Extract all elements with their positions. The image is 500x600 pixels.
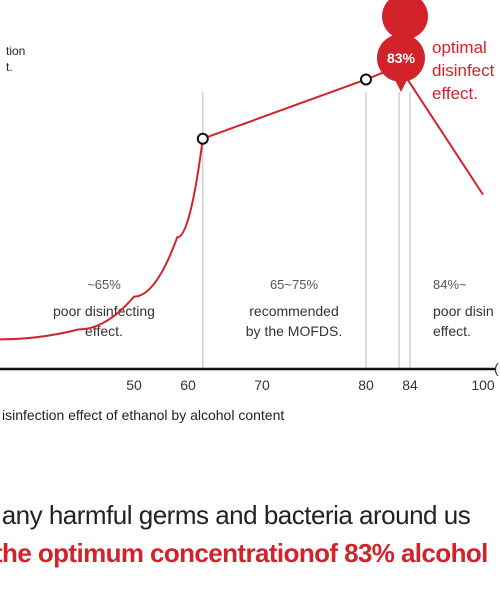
x-tick-60: 60 (180, 377, 196, 393)
x-axis-end-marker: ( (494, 360, 499, 376)
pin-tail (382, 0, 428, 59)
x-tick-80: 80 (358, 377, 374, 393)
x-tick-70: 70 (254, 377, 270, 393)
pin-point (394, 78, 408, 92)
region-3-label-line1: poor disin (433, 303, 494, 319)
x-tick-50: 50 (126, 377, 142, 393)
pin-value: 83% (387, 50, 416, 66)
region-1-label-line2: effect. (85, 323, 123, 339)
x-tick-100: 100 (471, 377, 495, 393)
region-2-label-line1: recommended (249, 303, 339, 319)
chart: tion t. ~65% poor disinfecting effect. 6… (0, 0, 499, 423)
x-axis-ticks: 50 60 70 80 84 100 (126, 377, 495, 393)
chart-caption: isinfection effect of ethanol by alcohol… (2, 407, 284, 423)
region-2-label-line2: by the MOFDS. (246, 323, 342, 339)
y-axis-label-line2: t. (6, 60, 13, 74)
series-line (0, 65, 484, 341)
optimal-label-line3: effect. (432, 84, 478, 103)
data-point-80 (360, 73, 372, 86)
y-axis-label-line1: tion (6, 44, 25, 58)
region-3-label-line2: effect. (433, 323, 471, 339)
optimal-pin: 83% (377, 0, 428, 92)
headline-highlight: the optimum concentrationof 83% alcohol (0, 538, 488, 568)
optimal-label-line2: disinfect (432, 61, 495, 80)
region-1-label-line1: poor disinfecting (53, 303, 155, 319)
region-1-range: ~65% (87, 277, 121, 292)
pin-head (377, 34, 425, 82)
reference-lines (202, 92, 411, 369)
x-tick-84: 84 (402, 377, 418, 393)
data-point-62 (196, 132, 209, 145)
optimal-label-line1: optimal (432, 38, 487, 57)
region-2-range: 65~75% (270, 277, 319, 292)
region-3-range: 84%~ (433, 277, 467, 292)
headline-text: ff any harmful germs and bacteria around… (0, 500, 471, 530)
